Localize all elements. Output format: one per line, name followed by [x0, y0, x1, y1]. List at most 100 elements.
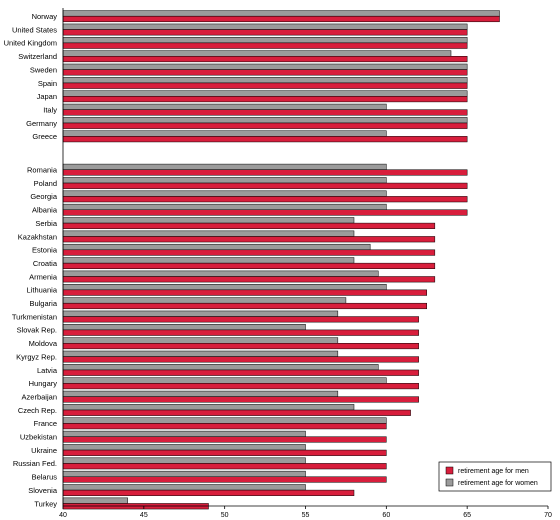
bar-women-italy — [62, 103, 387, 110]
bar-women-uzbekistan — [62, 430, 306, 437]
bar-women-norway — [62, 10, 500, 17]
bar-women-czech-rep — [62, 404, 355, 411]
bar-men-azerbaijan — [62, 396, 419, 403]
bar-men-united-kingdom — [62, 42, 468, 49]
category-label-albania: Albania — [32, 206, 58, 215]
category-label-uzbekistan: Uzbekistan — [20, 433, 57, 442]
bar-women-switzerland — [62, 50, 452, 57]
bar-women-germany — [62, 117, 468, 124]
legend-label-men: retirement age for men — [458, 468, 529, 475]
bar-women-estonia — [62, 243, 371, 251]
bar-men-spain — [62, 82, 468, 89]
bar-men-france — [62, 423, 387, 430]
category-label-serbia: Serbia — [35, 219, 58, 228]
category-label-spain: Spain — [38, 79, 57, 88]
bar-women-belarus — [62, 470, 306, 477]
category-label-russian-fed: Russian Fed. — [13, 459, 57, 468]
bar-women-romania — [62, 163, 387, 170]
bar-men-albania — [62, 209, 468, 216]
bar-women-slovenia — [62, 484, 306, 491]
bar-men-japan — [62, 96, 468, 103]
bar-women-albania — [62, 203, 387, 210]
x-tick-label-40: 40 — [59, 512, 67, 519]
category-label-norway: Norway — [32, 12, 58, 21]
bar-men-italy — [62, 109, 468, 116]
bar-men-russian-fed — [62, 463, 387, 470]
category-label-estonia: Estonia — [32, 246, 58, 255]
x-tick-label-45: 45 — [140, 512, 148, 519]
category-label-armenia: Armenia — [29, 272, 58, 281]
x-tick-label-50: 50 — [221, 512, 229, 519]
x-tick-label-60: 60 — [382, 512, 390, 519]
category-label-germany: Germany — [26, 119, 57, 128]
bar-women-hungary — [62, 377, 387, 384]
category-label-switzerland: Switzerland — [18, 52, 57, 61]
bar-men-germany — [62, 122, 468, 129]
bar-women-poland — [62, 177, 387, 184]
bar-women-azerbaijan — [62, 390, 339, 397]
bar-men-latvia — [62, 369, 419, 376]
bar-women-united-kingdom — [62, 37, 468, 44]
legend-swatch-women — [445, 478, 454, 487]
category-label-united-kingdom: United Kingdom — [4, 39, 57, 48]
category-label-kazakhstan: Kazakhstan — [18, 232, 57, 241]
category-label-turkey: Turkey — [34, 499, 57, 508]
legend-label-women: retirement age for women — [458, 480, 538, 487]
bar-women-bulgaria — [62, 297, 347, 304]
bar-men-georgia — [62, 196, 468, 203]
bar-men-united-states — [62, 29, 468, 36]
bar-men-hungary — [62, 383, 419, 390]
legend-swatch-men — [445, 466, 454, 475]
bar-women-spain — [62, 77, 468, 84]
bar-men-uzbekistan — [62, 436, 387, 443]
category-label-poland: Poland — [34, 179, 57, 188]
x-axis-ticks: 40 45 50 55 60 65 70 — [59, 506, 552, 519]
category-labels: Norway United States United Kingdom Switzer… — [4, 12, 58, 508]
category-label-turkmenistan: Turkmenistan — [12, 312, 57, 321]
bar-women-moldova — [62, 337, 339, 344]
category-label-azerbaijan: Azerbaijan — [22, 392, 57, 401]
bar-women-armenia — [62, 270, 379, 277]
category-label-italy: Italy — [43, 105, 57, 114]
category-label-belarus: Belarus — [32, 473, 58, 482]
category-label-georgia: Georgia — [30, 192, 58, 201]
bar-women-croatia — [62, 257, 355, 264]
category-label-slovenia: Slovenia — [28, 486, 58, 495]
category-label-romania: Romania — [27, 166, 58, 175]
category-label-latvia: Latvia — [37, 366, 58, 375]
x-tick-label-55: 55 — [302, 512, 310, 519]
category-label-lithuania: Lithuania — [27, 286, 58, 295]
bar-men-slovenia — [62, 489, 355, 496]
bar-men-armenia — [62, 276, 436, 283]
bar-women-georgia — [62, 190, 387, 197]
bar-women-russian-fed — [62, 457, 306, 464]
category-label-ukraine: Ukraine — [31, 446, 57, 455]
category-label-hungary: Hungary — [29, 379, 58, 388]
category-label-moldova: Moldova — [29, 339, 58, 348]
bars-layer — [62, 8, 500, 510]
x-tick-label-70: 70 — [544, 512, 552, 519]
bar-women-france — [62, 417, 387, 424]
category-label-japan: Japan — [37, 92, 57, 101]
bar-women-sweden — [62, 63, 468, 70]
bar-women-ukraine — [62, 444, 306, 451]
bar-men-croatia — [62, 262, 436, 269]
bar-women-kyrgyz-rep — [62, 350, 339, 357]
bar-women-japan — [62, 90, 468, 97]
x-tick-label-65: 65 — [463, 512, 471, 519]
category-label-bulgaria: Bulgaria — [29, 299, 57, 308]
category-label-sweden: Sweden — [30, 65, 57, 74]
bar-men-turkmenistan — [62, 316, 419, 323]
category-label-slovak-rep: Slovak Rep. — [17, 326, 57, 335]
bar-men-lithuania — [62, 289, 427, 296]
bar-women-greece — [62, 130, 387, 137]
bar-women-turkey — [62, 497, 128, 504]
bar-men-belarus — [62, 476, 387, 483]
category-label-czech-rep: Czech Rep. — [18, 406, 57, 415]
bar-men-switzerland — [62, 56, 468, 63]
bar-women-lithuania — [62, 284, 387, 291]
legend: retirement age for men retirement age fo… — [438, 461, 552, 492]
bar-men-sweden — [62, 69, 468, 76]
bar-women-slovak-rep — [62, 324, 306, 331]
